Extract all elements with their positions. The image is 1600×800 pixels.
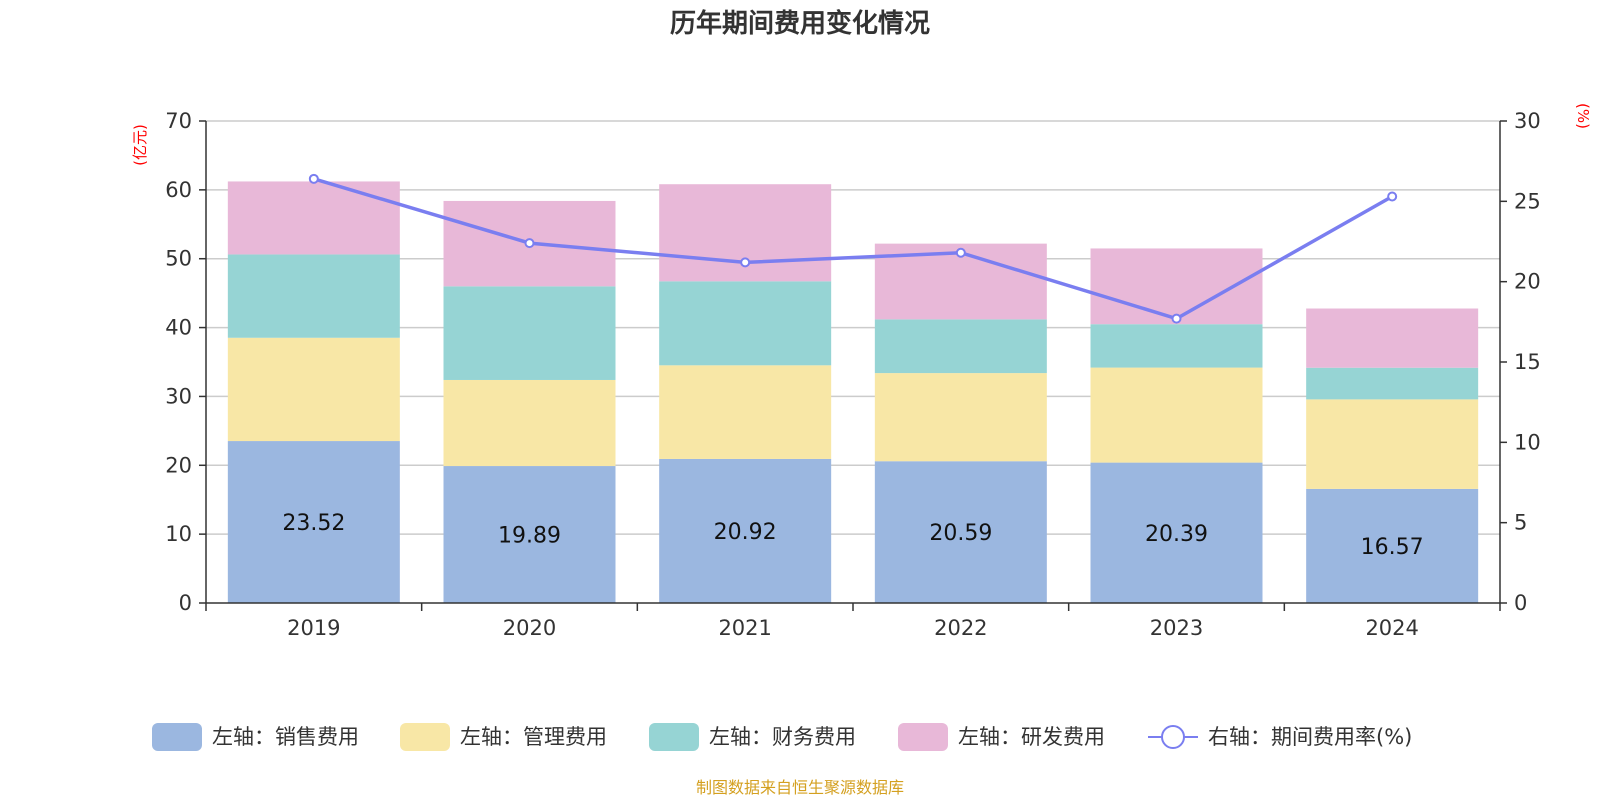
- left-tick-label: 10: [165, 522, 192, 546]
- bar-value-label: 23.52: [282, 511, 345, 536]
- legend-line-marker: [1161, 725, 1185, 749]
- legend-label: 左轴：销售费用: [212, 725, 359, 749]
- rate-line-point: [524, 238, 535, 249]
- bar-segment: [874, 461, 1047, 603]
- bar-segment: [1306, 308, 1479, 368]
- x-tick-label: 2020: [503, 616, 556, 640]
- legend-swatch: [400, 723, 450, 751]
- legend-label: 左轴：财务费用: [709, 725, 856, 749]
- left-tick-label: 50: [165, 247, 192, 271]
- rate-line-point: [955, 247, 966, 258]
- legend-swatch: [152, 723, 202, 751]
- source-note: 制图数据来自恒生聚源数据库: [696, 778, 904, 797]
- bar-segment: [443, 286, 616, 380]
- x-tick-label: 2023: [1150, 616, 1203, 640]
- bar-segment: [659, 281, 832, 366]
- bar-segment: [1090, 367, 1263, 463]
- right-tick-label: 25: [1514, 189, 1541, 213]
- left-tick-label: 70: [165, 109, 192, 133]
- left-tick-label: 60: [165, 178, 192, 202]
- right-tick-label: 10: [1514, 430, 1541, 454]
- chart-title: 历年期间费用变化情况: [670, 8, 930, 39]
- legend: 左轴：销售费用 左轴：管理费用 左轴：财务费用 左轴：研发费用 右轴：期间费用率(%): [152, 723, 1412, 751]
- bar-segment: [227, 337, 400, 442]
- rate-line-point: [1171, 313, 1182, 324]
- bar-segment: [874, 319, 1047, 374]
- right-axis-unit: (%): [1574, 103, 1592, 129]
- legend-swatch: [649, 723, 699, 751]
- left-tick-label: 40: [165, 316, 192, 340]
- right-tick-label: 15: [1514, 350, 1541, 374]
- right-tick-label: 0: [1514, 591, 1527, 615]
- left-tick-label: 20: [165, 453, 192, 477]
- x-tick-label: 2019: [287, 616, 340, 640]
- bar-segment: [227, 441, 400, 603]
- x-tick-label: 2022: [934, 616, 987, 640]
- legend-swatch: [898, 723, 948, 751]
- bars: [227, 181, 1479, 603]
- data-labels: 23.52 19.89 20.92 20.59 20.39 16.57: [282, 511, 1423, 560]
- right-tick-label: 20: [1514, 270, 1541, 294]
- bar-value-label: 20.92: [714, 520, 777, 545]
- right-tick-label: 5: [1514, 511, 1527, 535]
- bar-segment: [443, 466, 616, 603]
- legend-label: 左轴：管理费用: [460, 725, 607, 749]
- bar-segment: [1306, 488, 1479, 603]
- right-tick-label: 30: [1514, 109, 1541, 133]
- bar-segment: [874, 373, 1047, 462]
- bar-segment: [1090, 462, 1263, 603]
- bar-segment: [227, 181, 400, 255]
- rate-line: [308, 173, 1398, 324]
- bar-segment: [659, 458, 832, 603]
- left-tick-label: 30: [165, 384, 192, 408]
- bar-value-label: 20.59: [929, 521, 992, 546]
- legend-label: 左轴：研发费用: [958, 725, 1105, 749]
- rate-line-point: [740, 257, 751, 268]
- bar-segment: [1306, 367, 1479, 400]
- bar-segment: [1090, 324, 1263, 368]
- rate-line-point: [1387, 191, 1398, 202]
- axes: 0 10 20 30 40 50 60 70 0 5 10 15 20 25 30 2019 2020 2021 2…: [165, 109, 1540, 640]
- bar-value-label: 19.89: [498, 524, 561, 549]
- gridlines: [206, 120, 1500, 535]
- x-tick-label: 2024: [1365, 616, 1418, 640]
- bar-segment: [227, 254, 400, 338]
- bar-segment: [1306, 399, 1479, 489]
- bar-segment: [443, 379, 616, 467]
- left-tick-label: 0: [179, 591, 192, 615]
- legend-label: 右轴：期间费用率(%): [1208, 725, 1412, 749]
- bar-value-label: 20.39: [1145, 522, 1208, 547]
- left-axis-unit: (亿元): [131, 124, 149, 166]
- rate-line-path: [313, 177, 1394, 321]
- bar-segment: [659, 365, 832, 459]
- bar-value-label: 16.57: [1361, 535, 1424, 560]
- x-tick-label: 2021: [718, 616, 771, 640]
- rate-line-point: [308, 173, 319, 184]
